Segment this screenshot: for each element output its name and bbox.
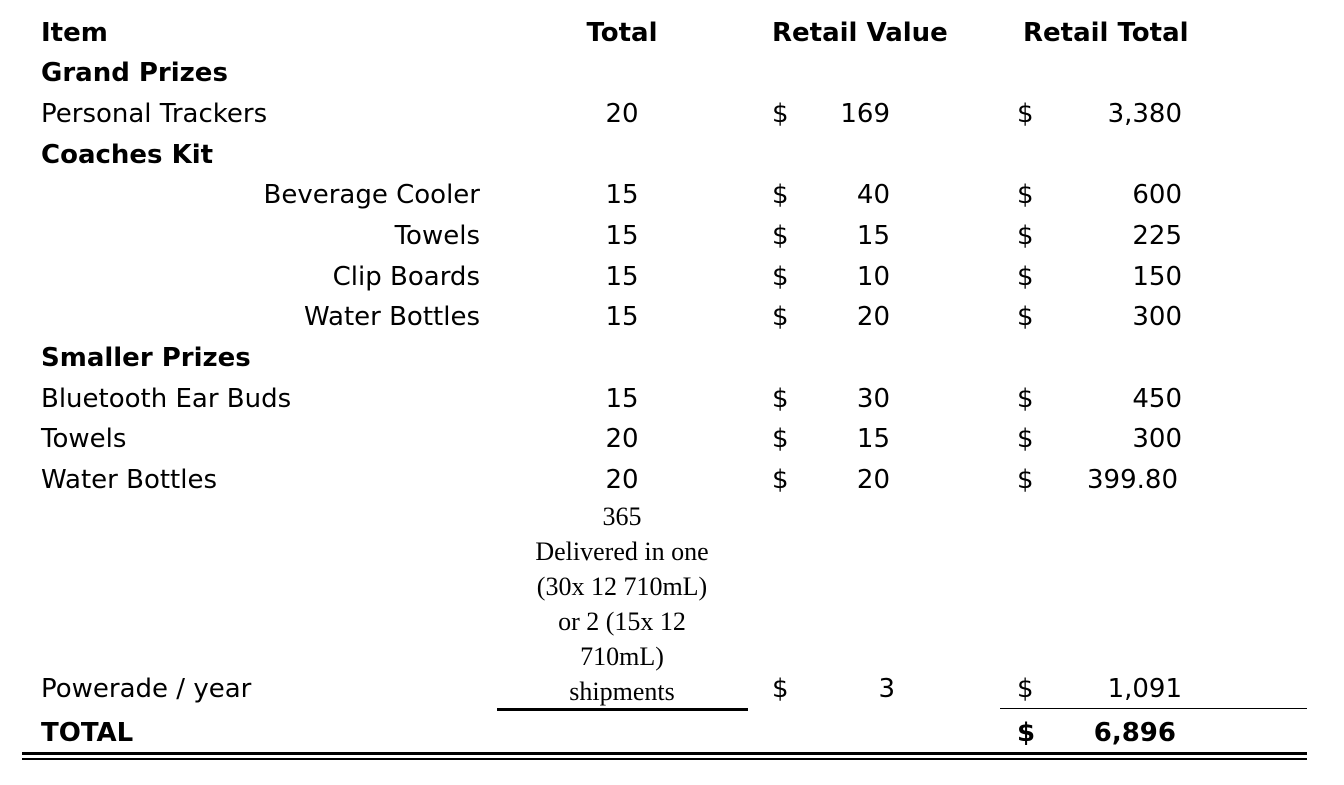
currency-symbol: $ — [772, 180, 789, 210]
powerade-delivery-note: 365 Delivered in one (30x 12 710mL) or 2… — [535, 502, 709, 706]
retail-total: 225 — [1132, 221, 1182, 251]
retail-value: 40 — [856, 180, 890, 210]
retail-total: 600 — [1132, 180, 1182, 210]
total-column-underline — [497, 708, 748, 711]
currency-symbol: $ — [772, 302, 789, 332]
header-item: Item — [41, 18, 108, 48]
item-name: Clip Boards — [332, 262, 480, 292]
item-name: Water Bottles — [303, 302, 480, 332]
currency-symbol: $ — [1017, 221, 1034, 251]
section-title-coaches-kit: Coaches Kit — [41, 140, 214, 170]
retail-total: 300 — [1132, 424, 1182, 454]
retail-value: 3 — [878, 674, 895, 704]
section-title-smaller-prizes: Smaller Prizes — [41, 343, 251, 373]
retail-total: 3,380 — [1107, 99, 1182, 129]
retail-total-underline — [1000, 708, 1307, 709]
currency-symbol: $ — [1017, 674, 1034, 704]
total-qty: 20 — [605, 99, 639, 129]
item-name: Personal Trackers — [41, 99, 268, 129]
grand-total-label: TOTAL — [41, 718, 134, 748]
total-qty: 15 — [605, 302, 639, 332]
item-name: Beverage Cooler — [263, 180, 480, 210]
currency-symbol: $ — [1017, 718, 1036, 748]
currency-symbol: $ — [1017, 262, 1034, 292]
section-title-grand-prizes: Grand Prizes — [41, 58, 228, 88]
currency-symbol: $ — [1017, 99, 1034, 129]
total-qty: 20 — [605, 424, 639, 454]
item-name: Bluetooth Ear Buds — [41, 384, 292, 414]
currency-symbol: $ — [1017, 424, 1034, 454]
item-name: Water Bottles — [41, 465, 218, 495]
total-qty: 15 — [605, 262, 639, 292]
currency-symbol: $ — [1017, 465, 1034, 495]
currency-symbol: $ — [1017, 180, 1034, 210]
total-qty: 15 — [605, 384, 639, 414]
item-name: Powerade / year — [41, 674, 252, 704]
header-retail-value: Retail Value — [772, 18, 948, 48]
retail-total: 450 — [1132, 384, 1182, 414]
currency-symbol: $ — [772, 384, 789, 414]
total-qty: 15 — [605, 180, 639, 210]
retail-total: 1,091 — [1107, 674, 1182, 704]
currency-symbol: $ — [772, 424, 789, 454]
retail-value: 15 — [856, 424, 890, 454]
currency-symbol: $ — [772, 99, 789, 129]
item-name: Towels — [394, 221, 480, 251]
currency-symbol: $ — [1017, 384, 1034, 414]
retail-total: 150 — [1132, 262, 1182, 292]
currency-symbol: $ — [772, 674, 789, 704]
currency-symbol: $ — [772, 465, 789, 495]
currency-symbol: $ — [772, 221, 789, 251]
grand-total-value: 6,896 — [1093, 718, 1176, 748]
total-qty: 20 — [605, 465, 639, 495]
retail-value: 169 — [840, 99, 890, 129]
retail-value: 20 — [856, 465, 890, 495]
double-underline-top — [22, 752, 1307, 755]
currency-symbol: $ — [772, 262, 789, 292]
retail-value: 15 — [856, 221, 890, 251]
retail-value: 20 — [856, 302, 890, 332]
retail-total: 300 — [1132, 302, 1182, 332]
retail-value: 10 — [856, 262, 890, 292]
header-total: Total — [586, 18, 658, 48]
double-underline-bottom — [22, 758, 1307, 760]
currency-symbol: $ — [1017, 302, 1034, 332]
total-qty: 15 — [605, 221, 639, 251]
retail-value: 30 — [856, 384, 890, 414]
retail-total: 399.80 — [1087, 465, 1178, 495]
item-name: Towels — [41, 424, 127, 454]
header-retail-total: Retail Total — [1023, 18, 1189, 48]
